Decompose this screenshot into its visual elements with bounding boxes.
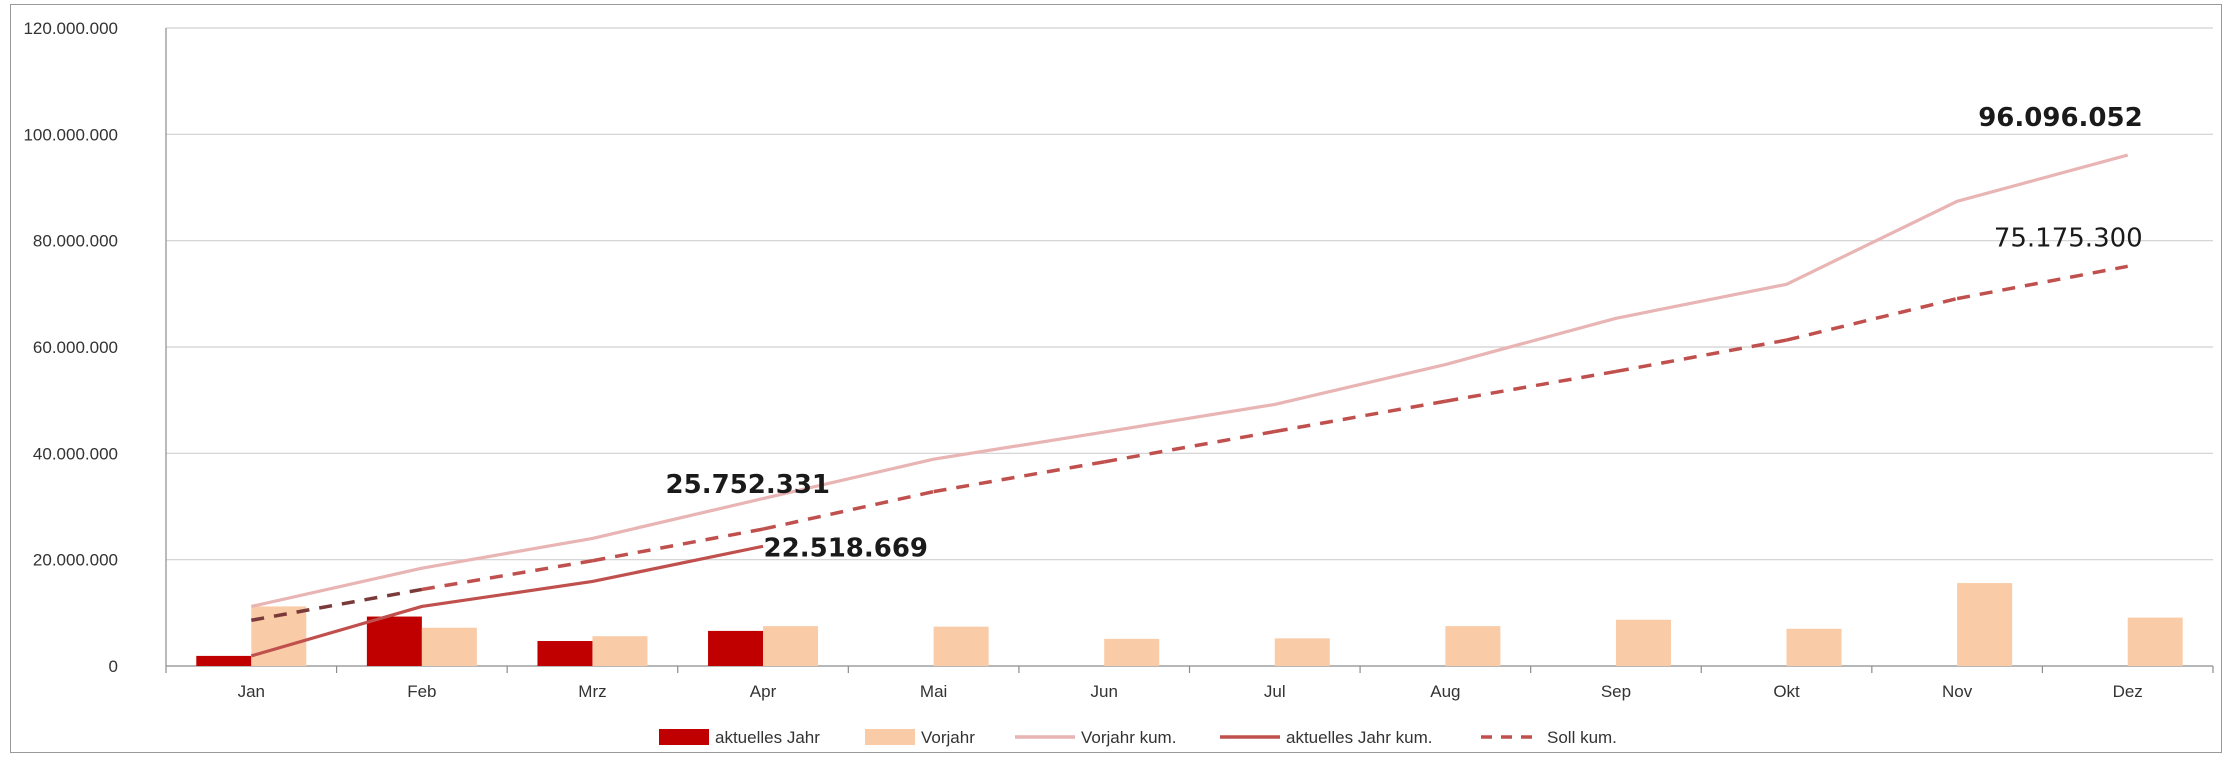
series-line-segment [1615,338,1787,374]
x-tick-label: Sep [1601,682,1631,701]
series-line-segment [1956,264,2129,301]
x-tick-label: Jan [238,682,265,701]
y-tick-label: 60.000.000 [33,338,118,357]
x-tick-label: Mrz [578,682,606,701]
y-tick-label: 120.000.000 [23,19,118,38]
legend-label: Vorjahr kum. [1081,728,1176,747]
x-tick-label: Apr [750,682,777,701]
bar [1104,638,1160,666]
series-line-segment [1786,296,1958,342]
bar [366,616,422,666]
data-annotation: 25.752.331 [666,470,830,500]
bar [196,655,252,666]
legend-label: Soll kum. [1547,728,1617,747]
series-line-segment [933,460,1105,494]
series-line [250,153,2129,609]
series-line-segment [1445,369,1617,403]
series-line-segment [421,559,593,592]
y-tick-label: 20.000.000 [33,551,118,570]
y-tick-label: 0 [109,657,118,676]
bar [537,641,593,666]
series-line-segment [1274,399,1446,434]
x-tick-label: Okt [1773,682,1800,701]
bar [1786,628,1842,666]
series-line-segment [250,587,423,622]
legend-label: Vorjahr [921,728,975,747]
bar [2127,617,2183,666]
x-tick-label: Aug [1430,682,1460,701]
x-tick-label: Feb [407,682,436,701]
legend-label: aktuelles Jahr [715,728,820,747]
series-line-segment [1103,429,1276,464]
legend-swatch [659,729,709,745]
chart-frame: 0 20.000.000 40.000.000 60.000.000 80.000.00… [10,4,2222,753]
bar [763,626,819,666]
x-tick-label: Jul [1264,682,1286,701]
x-tick-label: Mai [920,682,947,701]
data-annotation: 96.096.052 [1978,103,2142,133]
legend-label: aktuelles Jahr kum. [1286,728,1432,747]
bar [1615,619,1671,666]
chart-svg: 0 20.000.000 40.000.000 60.000.000 80.000.00… [23,19,2214,747]
y-tick-label: 80.000.000 [33,232,118,251]
bar [421,627,477,666]
bar [1957,583,2013,666]
x-tick-label: Dez [2113,682,2143,701]
x-tick-label: Jun [1090,682,1117,701]
x-tick-label: Nov [1942,682,1973,701]
y-tick-label: 40.000.000 [33,444,118,463]
data-annotation: 22.518.669 [764,533,928,563]
series-line-segment [592,527,764,563]
bar [592,636,648,666]
series-line-segment [762,489,935,531]
bar [1445,626,1501,666]
bar [1274,638,1330,666]
y-tick-label: 100.000.000 [23,125,118,144]
bar [708,630,764,666]
legend-swatch [865,729,915,745]
data-annotation: 75.175.300 [1994,223,2143,253]
bar [933,626,989,666]
series-line [250,544,764,658]
